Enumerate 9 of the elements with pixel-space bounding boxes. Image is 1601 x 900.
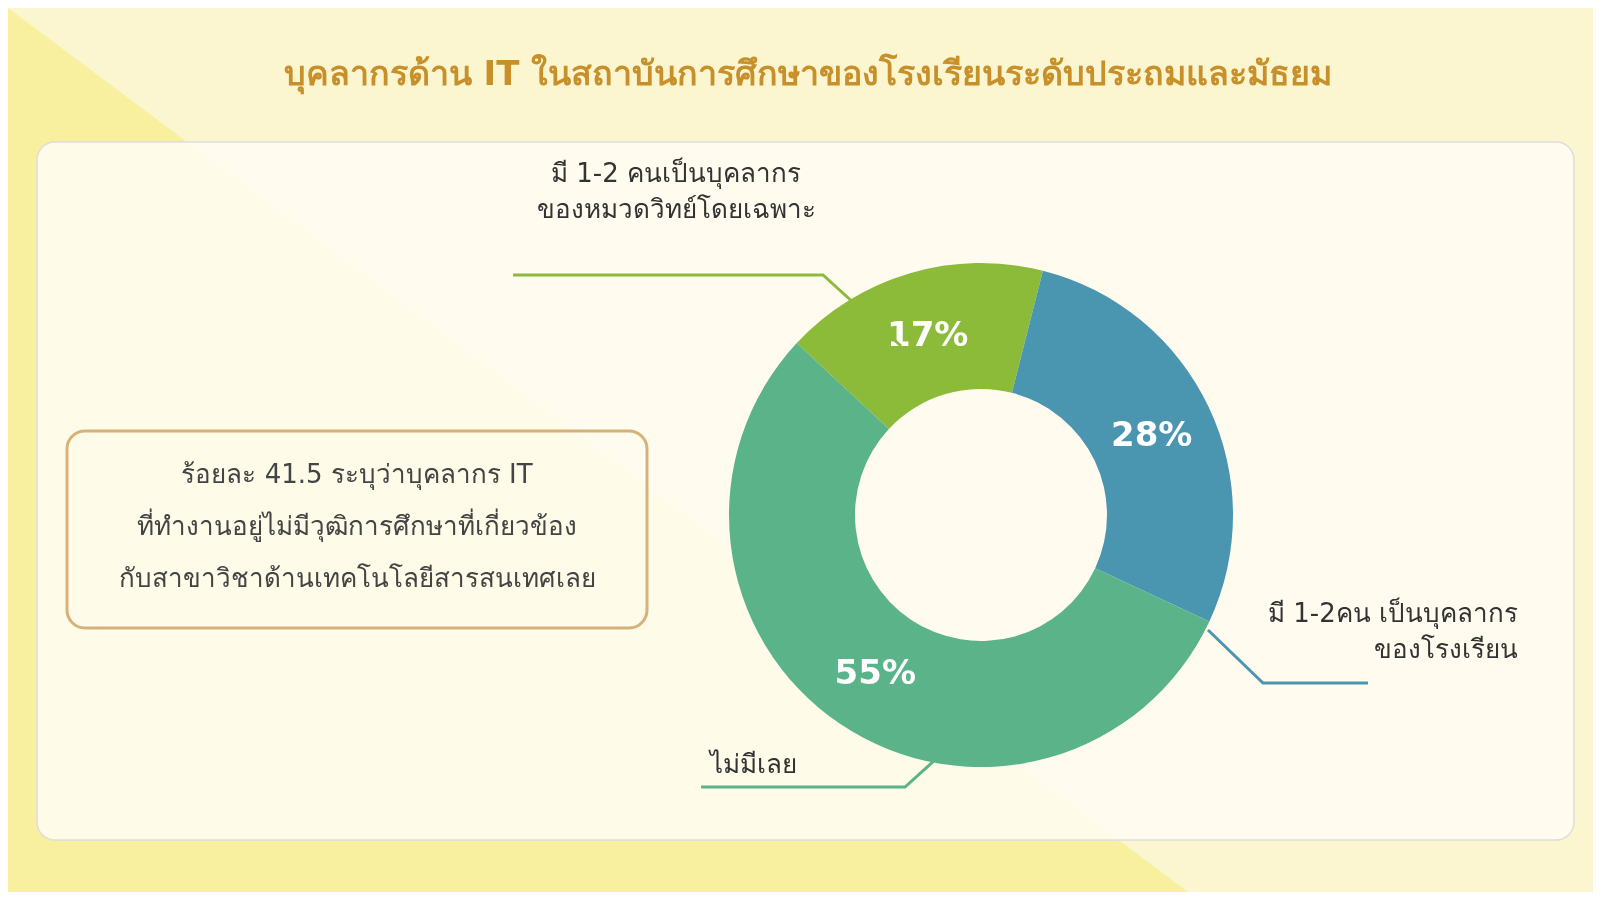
data-label: 28% bbox=[1111, 413, 1193, 454]
data-label: 55% bbox=[834, 651, 916, 692]
chart-title: บุคลากรด้าน IT ในสถาบันการศึกษาของโรงเรียนระดับประถมและมัธยม bbox=[283, 53, 1333, 95]
slice-label: มี 1-2คน เป็นบุคลากร ของโรงเรียน bbox=[1268, 597, 1518, 664]
donut-slice bbox=[1011, 270, 1233, 622]
slice-label: ไม่มีเลย bbox=[707, 749, 797, 779]
data-label: 17% bbox=[887, 313, 969, 354]
text: ร้อยละ 41.5 ระบุว่าบุคลากร IT ที่ทำงานอยู่ไม่มีวุฒิการศึกษาที่เกี่ยวข้อง กับสาขาวิชาด้านเทคโนโลยีสารสนเทศเลย bbox=[118, 459, 596, 593]
slice-label: มี 1-2 คนเป็นบุคลากร ของหมวดวิทย์โดยเฉพาะ bbox=[536, 157, 816, 224]
